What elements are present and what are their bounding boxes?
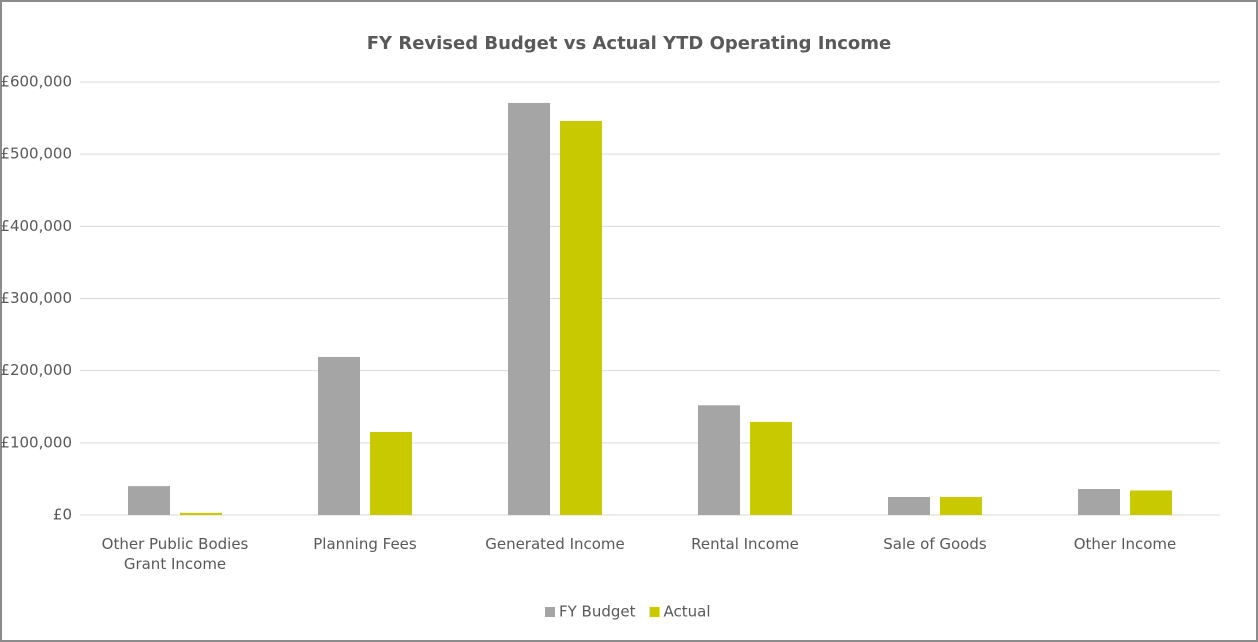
legend-label: FY Budget (559, 603, 636, 621)
bar (560, 120, 602, 515)
y-tick-label: £600,000 (0, 73, 72, 91)
x-tick-label: Other Public Bodies Grant Income (101, 535, 249, 573)
y-tick-label: £0 (53, 506, 72, 524)
x-tick-label: Planning Fees (313, 535, 417, 553)
bar (180, 512, 222, 515)
chart-title: FY Revised Budget vs Actual YTD Operatin… (367, 33, 892, 54)
y-tick-label: £500,000 (0, 145, 72, 163)
bar (508, 102, 550, 515)
bar (750, 421, 792, 515)
y-tick-label: £100,000 (0, 433, 72, 451)
legend-swatch (545, 607, 555, 617)
bar (1078, 489, 1120, 515)
x-tick-label: Generated Income (485, 535, 625, 553)
bar (888, 496, 930, 515)
x-tick-label: Other Income (1073, 535, 1177, 553)
bar (940, 496, 982, 515)
bar (698, 405, 740, 515)
legend-label: Actual (664, 603, 711, 621)
y-tick-label: £400,000 (0, 217, 72, 235)
x-tick-label: Sale of Goods (883, 535, 987, 553)
bar (370, 432, 412, 515)
y-tick-label: £300,000 (0, 289, 72, 307)
bar (1130, 490, 1172, 515)
legend-swatch (649, 607, 660, 617)
y-tick-label: £200,000 (0, 361, 72, 379)
x-tick-label: Rental Income (691, 535, 799, 553)
bar (128, 486, 170, 515)
bar (318, 356, 360, 515)
